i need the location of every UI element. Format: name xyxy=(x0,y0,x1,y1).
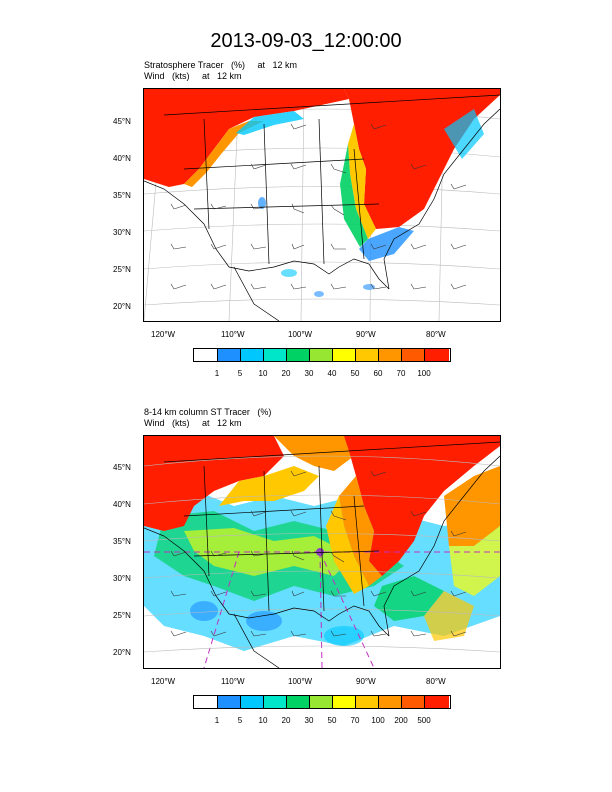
panel2-coastlines xyxy=(144,441,500,668)
panel2-colorbar-swatch xyxy=(425,696,449,708)
panel2-colorbar-swatch xyxy=(194,696,218,708)
panel2-colorbar-label: 500 xyxy=(417,716,431,725)
panel2-colorbar-swatch xyxy=(379,696,402,708)
panel1-map-svg xyxy=(144,89,500,321)
panel1-colorbar-label: 1 xyxy=(214,369,220,378)
panel2-colorbar-label: 30 xyxy=(304,716,314,725)
panel2-lat-label-40: 40°N xyxy=(113,500,131,509)
panel2-lon-label-120: 120°W xyxy=(151,677,176,686)
panel2-colorbar-swatch xyxy=(333,696,356,708)
panel1-colorbar-label: 10 xyxy=(258,369,268,378)
panel2-lat-label-20: 20°N xyxy=(113,648,131,657)
panel2-colorbar-swatch xyxy=(241,696,264,708)
panel1-colorbar-swatch xyxy=(310,349,333,361)
panel1-colorbar-swatch xyxy=(333,349,356,361)
panel1-lon-label-100: 100°W xyxy=(288,330,313,339)
panel1-colorbar xyxy=(193,348,451,362)
panel2-lon-label-80: 80°W xyxy=(426,677,446,686)
panel2-map xyxy=(143,435,501,669)
panel2-colorbar xyxy=(193,695,451,709)
panel1-lat-label-25: 25°N xyxy=(113,265,131,274)
panel2-lat-label-35: 35°N xyxy=(113,537,131,546)
panel2-lon-label-100: 100°W xyxy=(288,677,313,686)
panel1-lat-label-45: 45°N xyxy=(113,117,131,126)
panel1-colorbar-label: 40 xyxy=(327,369,337,378)
panel1-colorbar-label: 70 xyxy=(396,369,406,378)
panel2-subtitle-1: 8-14 km column ST Tracer (%) xyxy=(144,407,272,417)
panel2-lat-label-25: 25°N xyxy=(113,611,131,620)
panel2-colorbar-label: 50 xyxy=(327,716,337,725)
panel2-colorbar-swatch xyxy=(218,696,241,708)
panel2-colorbar-swatch xyxy=(287,696,310,708)
panel1-coastlines xyxy=(144,94,500,321)
panel1-colorbar-swatch xyxy=(379,349,402,361)
panel2-colorbar-swatch xyxy=(310,696,333,708)
panel1-subtitle-1: Stratosphere Tracer (%) at 12 km xyxy=(144,60,298,70)
panel2-lat-label-45: 45°N xyxy=(113,463,131,472)
panel2-graticule xyxy=(144,455,500,653)
panel2-colorbar-swatch xyxy=(402,696,425,708)
panel2-colorbar-swatch xyxy=(356,696,379,708)
panel1-colorbar-label: 60 xyxy=(373,369,383,378)
panel2-colorbar-label: 100 xyxy=(371,716,385,725)
panel1-colorbar-swatch xyxy=(287,349,310,361)
panel1-colorbar-swatch xyxy=(356,349,379,361)
panel1-colorbar-swatch xyxy=(264,349,287,361)
panel2-colorbar-swatch xyxy=(264,696,287,708)
panel2-tracer-field xyxy=(144,436,500,668)
panel2-wind-barbs xyxy=(170,470,467,637)
panel2-subtitle-2: Wind (kts) at 12 km xyxy=(144,418,242,428)
panel1-colorbar-label: 5 xyxy=(237,369,243,378)
panel2-colorbar-label: 10 xyxy=(258,716,268,725)
panel1-subtitle-2: Wind (kts) at 12 km xyxy=(144,71,242,81)
panel1-lat-label-20: 20°N xyxy=(113,302,131,311)
panel2-colorbar-label: 200 xyxy=(394,716,408,725)
panel2-colorbar-label: 20 xyxy=(281,716,291,725)
panel1-lon-label-80: 80°W xyxy=(426,330,446,339)
panel1-lon-label-120: 120°W xyxy=(151,330,176,339)
panel1-lat-label-30: 30°N xyxy=(113,228,131,237)
panel2-lon-label-90: 90°W xyxy=(356,677,376,686)
panel1-colorbar-label: 20 xyxy=(281,369,291,378)
panel1-colorbar-label: 50 xyxy=(350,369,360,378)
panel1-colorbar-swatch xyxy=(194,349,218,361)
panel1-lat-label-35: 35°N xyxy=(113,191,131,200)
panel2-colorbar-label: 1 xyxy=(214,716,220,725)
page-title: 2013-09-03_12:00:00 xyxy=(210,30,402,52)
panel1-map xyxy=(143,88,501,322)
panel2-colorbar-label: 5 xyxy=(237,716,243,725)
panel1-colorbar-swatch xyxy=(241,349,264,361)
panel1-colorbar-label: 30 xyxy=(304,369,314,378)
panel1-colorbar-swatch xyxy=(402,349,425,361)
panel2-colorbar-label: 70 xyxy=(350,716,360,725)
panel1-colorbar-label: 100 xyxy=(417,369,431,378)
panel2-lat-label-30: 30°N xyxy=(113,574,131,583)
panel1-colorbar-swatch xyxy=(425,349,449,361)
panel1-lon-label-110: 110°W xyxy=(221,330,245,339)
panel2-site-marker xyxy=(316,548,324,556)
panel1-colorbar-swatch xyxy=(218,349,241,361)
panel1-lat-label-40: 40°N xyxy=(113,154,131,163)
panel1-wind-barbs xyxy=(170,123,467,290)
panel2-map-svg xyxy=(144,436,500,668)
panel1-lon-label-90: 90°W xyxy=(356,330,376,339)
panel2-lon-label-110: 110°W xyxy=(221,677,245,686)
panel1-tracer-field xyxy=(144,89,500,297)
